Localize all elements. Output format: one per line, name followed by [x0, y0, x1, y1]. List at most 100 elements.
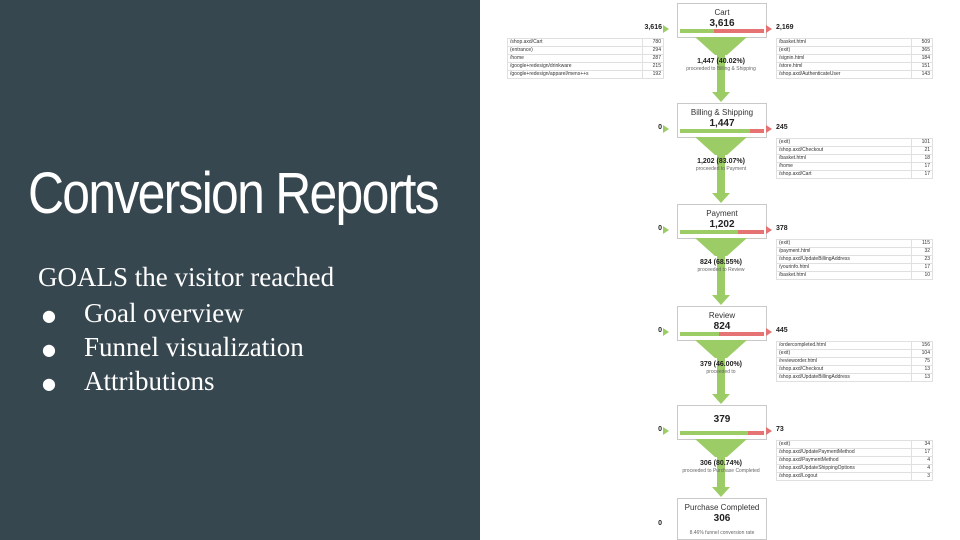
step-name: Cart	[714, 8, 730, 17]
exit-destinations-table: /ordercompleted.html 156 (exit) 104/reviewo…	[776, 341, 933, 382]
progress-info: 1,202 (83.07%) proceeded to Payment	[660, 157, 782, 173]
flow-shaft	[717, 155, 725, 194]
proceed-bar-fill	[680, 129, 750, 133]
flow-shaft	[717, 358, 725, 395]
conversion-rate: 8.46% funnel conversion rate	[689, 530, 755, 536]
exit-arrow-icon	[766, 125, 772, 133]
progress-value: 824 (68.55%)	[699, 259, 743, 266]
step-name: Review	[708, 311, 736, 320]
flow-arrow-icon	[712, 295, 730, 305]
exit-count: 445	[776, 327, 788, 334]
step-count: 306	[713, 513, 731, 524]
table-row: /google+redesign/apparel/mens++s 192	[507, 70, 664, 79]
proceed-exit-bar	[680, 332, 764, 336]
bullet-item: ● Goal overview	[42, 296, 304, 330]
entrance-arrow-icon	[663, 427, 669, 435]
exit-count: 2,169	[776, 24, 794, 31]
step-name: Payment	[706, 209, 738, 218]
step-count: 379	[713, 414, 731, 425]
bullet-text: Funnel visualization	[84, 332, 304, 362]
funnel-flow-graphic	[695, 340, 747, 404]
exit-count: 245	[776, 124, 788, 131]
title-panel: Conversion Reports GOALS the visitor rea…	[0, 0, 480, 540]
funnel-step-box: Cart 3,616	[677, 3, 767, 38]
funnel-flow-graphic	[695, 238, 747, 305]
progress-label: proceeded to Review	[697, 267, 745, 273]
bullet-text: Goal overview	[84, 298, 244, 328]
progress-value: 1,447 (40.02%)	[697, 58, 745, 65]
proceed-exit-bar	[680, 29, 764, 33]
funnel-flow-graphic	[695, 137, 747, 203]
progress-label: proceeded to Payment	[695, 166, 747, 172]
step-count: 1,202	[709, 219, 735, 230]
proceed-exit-bar	[680, 230, 764, 234]
funnel-shape	[695, 340, 747, 358]
progress-value: 379 (46.00%)	[699, 361, 743, 368]
exit-arrow-icon	[766, 25, 772, 33]
exit-value: 143	[911, 70, 933, 79]
progress-value: 306 (80.74%)	[699, 460, 743, 467]
funnel-shape	[695, 238, 747, 256]
exit-value: 10	[911, 271, 933, 280]
bullet-list: ● Goal overview ● Funnel visualization ● At…	[42, 296, 304, 398]
table-row: /basket.html 10	[776, 271, 933, 280]
flow-arrow-icon	[712, 487, 730, 497]
bullet-dot-icon: ●	[42, 339, 56, 359]
exit-count: 73	[776, 426, 784, 433]
step-count: 3,616	[709, 18, 735, 29]
exit-value: 3	[911, 472, 933, 481]
flow-shaft	[717, 457, 725, 488]
entrance-count: 0	[658, 520, 662, 527]
entrance-count: 3,616	[644, 24, 662, 31]
table-row: /shop.axd/Cart 17	[776, 170, 933, 179]
source-value: 192	[642, 70, 664, 79]
exit-arrow-icon	[766, 427, 772, 435]
exit-arrow-icon	[766, 226, 772, 234]
entrance-arrow-icon	[663, 226, 669, 234]
funnel-flow-graphic	[695, 37, 747, 102]
funnel-step-box: Billing & Shipping 1,447	[677, 103, 767, 138]
progress-info: 824 (68.55%) proceeded to Review	[660, 258, 782, 274]
entrance-count: 0	[658, 225, 662, 232]
progress-label: proceeded to Billing & Shipping	[686, 66, 756, 72]
exit-destinations-table: (exit) 34/shop.axd/UpdatePaymentMethod 17/…	[776, 440, 933, 481]
bullet-item: ● Attributions	[42, 364, 304, 398]
proceed-bar-fill	[680, 332, 719, 336]
table-row: /shop.axd/Logout 3	[776, 472, 933, 481]
progress-label: proceeded to	[706, 369, 736, 375]
progress-label: proceeded to Purchase Completed	[682, 468, 760, 474]
progress-info: 1,447 (40.02%) proceeded to Billing & Shi…	[660, 57, 782, 73]
proceed-bar-fill	[680, 29, 714, 33]
entrance-arrow-icon	[663, 328, 669, 336]
funnel-flow-graphic	[695, 439, 747, 497]
funnel-shape	[695, 439, 747, 457]
progress-value: 1,202 (83.07%)	[697, 158, 745, 165]
step-name: Purchase Completed	[684, 503, 760, 512]
bullet-dot-icon: ●	[42, 305, 56, 325]
flow-shaft	[717, 256, 725, 296]
table-row: /shop.axd/AuthenticateUser 143	[776, 70, 933, 79]
progress-info: 379 (46.00%) proceeded to	[660, 360, 782, 376]
exit-destinations-table: (exit) 115/payment.html 32/shop.axd/Update…	[776, 239, 933, 280]
exit-value: 13	[911, 373, 933, 382]
funnel-step-box: Purchase Completed 306 8.46% funnel conver…	[677, 498, 767, 540]
flow-shaft	[717, 55, 725, 93]
exit-destinations-table: (exit) 101/shop.axd/Checkout 21/basket.htm…	[776, 138, 933, 179]
exit-value: 17	[911, 170, 933, 179]
bullet-text: Attributions	[84, 366, 215, 396]
step-count: 824	[713, 321, 731, 332]
proceed-exit-bar	[680, 129, 764, 133]
entrance-count: 0	[658, 124, 662, 131]
step-name: Billing & Shipping	[690, 108, 754, 117]
slide-title: Conversion Reports	[28, 161, 440, 226]
exit-arrow-icon	[766, 328, 772, 336]
exit-destinations-table: /basket.html 509 (exit) 365/signin.html 184/…	[776, 38, 933, 79]
proceed-bar-fill	[680, 230, 738, 234]
bullet-item: ● Funnel visualization	[42, 330, 304, 364]
flow-arrow-icon	[712, 394, 730, 404]
funnel-step-box: Review 824	[677, 306, 767, 341]
entrance-count: 0	[658, 327, 662, 334]
proceed-exit-bar	[680, 431, 764, 435]
intro-text: GOALS the visitor reached	[38, 262, 335, 292]
flow-arrow-icon	[712, 193, 730, 203]
